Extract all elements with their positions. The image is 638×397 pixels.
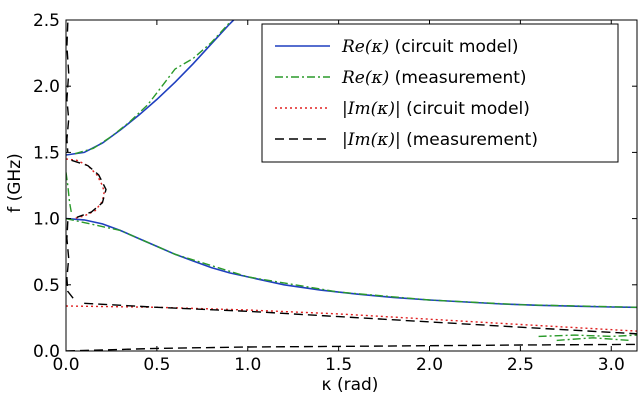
y-tick-label: 2.0 bbox=[33, 77, 60, 97]
series-line-2-segment-2 bbox=[66, 172, 73, 214]
x-tick-label: 1.0 bbox=[234, 355, 261, 375]
series-line-2-segment-3 bbox=[66, 217, 637, 308]
legend-label-2: Re(κ) (measurement) bbox=[341, 68, 527, 88]
y-tick-label: 2.5 bbox=[33, 11, 60, 31]
x-tick-label: 3.0 bbox=[598, 355, 625, 375]
legend-label-1: Re(κ) (circuit model) bbox=[341, 37, 518, 57]
y-tick-label: 1.0 bbox=[33, 210, 60, 230]
series-line-2-segment-5 bbox=[556, 337, 630, 342]
x-tick-label: 2.0 bbox=[416, 355, 443, 375]
series-line-3-segment-1 bbox=[66, 158, 105, 220]
series-line-4-segment-3 bbox=[66, 221, 76, 302]
y-axis-label: f (GHz) bbox=[5, 153, 25, 213]
series-line-4-segment-4 bbox=[84, 302, 637, 335]
series-line-2-segment-4 bbox=[538, 334, 637, 338]
series-line-3-segment-2 bbox=[66, 305, 637, 332]
series-line-4-segment-1 bbox=[66, 22, 70, 153]
y-tick-label: 0.5 bbox=[33, 276, 60, 296]
legend-label-3: |Im(κ)| (circuit model) bbox=[342, 99, 530, 119]
series-line-4-segment-2 bbox=[71, 159, 107, 218]
x-tick-label: 0.5 bbox=[143, 355, 170, 375]
series-line-2-segment-1 bbox=[74, 22, 231, 155]
x-tick-label: 1.5 bbox=[325, 355, 352, 375]
plot-frame bbox=[65, 19, 638, 352]
series-line-1-segment-1 bbox=[66, 20, 235, 156]
y-tick-label: 1.5 bbox=[33, 143, 60, 163]
x-tick-label: 0.0 bbox=[52, 355, 79, 375]
series-line-4-segment-5 bbox=[66, 343, 637, 351]
y-tick-label: 0.0 bbox=[33, 342, 60, 362]
legend: Re(κ) (circuit model) Re(κ) (measurement)… bbox=[261, 23, 619, 163]
ticks: 0.0 0.5 1.0 1.5 2.0 2.5 3.0 0.0 0.5 1.0 1.5 2.0 2.5 bbox=[33, 11, 637, 375]
x-tick-label: 2.5 bbox=[507, 355, 534, 375]
legend-label-4: |Im(κ)| (measurement) bbox=[342, 130, 538, 150]
x-axis-label: κ (rad) bbox=[322, 375, 379, 395]
series-line-1-segment-2 bbox=[66, 217, 637, 309]
